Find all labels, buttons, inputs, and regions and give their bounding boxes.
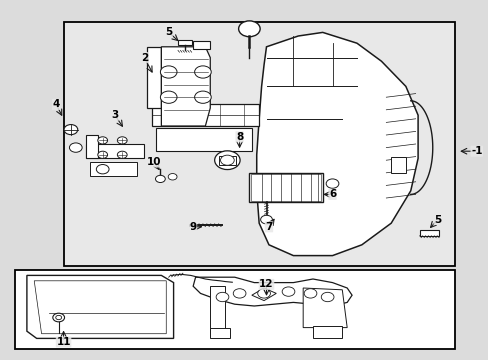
Circle shape	[194, 66, 211, 78]
Polygon shape	[256, 32, 417, 256]
Polygon shape	[312, 326, 342, 338]
Circle shape	[64, 125, 78, 135]
Bar	[419, 230, 438, 236]
Text: 2: 2	[141, 53, 147, 63]
Text: -1: -1	[470, 146, 482, 156]
Text: 5: 5	[165, 27, 172, 37]
Text: 7: 7	[264, 222, 272, 232]
Text: 4: 4	[52, 99, 60, 109]
Polygon shape	[251, 288, 276, 301]
Bar	[15, 270, 454, 349]
Bar	[85, 135, 98, 158]
Bar	[156, 128, 251, 151]
Text: 10: 10	[146, 157, 161, 167]
Text: 11: 11	[56, 337, 71, 347]
Bar	[390, 157, 405, 173]
Polygon shape	[303, 288, 346, 328]
Circle shape	[220, 155, 234, 165]
Circle shape	[321, 292, 333, 302]
Circle shape	[117, 151, 127, 158]
Text: 3: 3	[111, 110, 118, 120]
Circle shape	[98, 151, 107, 158]
Bar	[63, 22, 454, 266]
Polygon shape	[193, 277, 351, 306]
Polygon shape	[161, 47, 210, 126]
Polygon shape	[146, 47, 161, 108]
Circle shape	[155, 175, 165, 183]
Circle shape	[69, 143, 82, 152]
Circle shape	[56, 315, 61, 320]
Circle shape	[96, 165, 109, 174]
Circle shape	[117, 137, 127, 144]
Bar	[218, 156, 236, 165]
Circle shape	[238, 21, 260, 37]
Bar	[250, 174, 321, 201]
Circle shape	[160, 91, 177, 103]
Bar	[193, 41, 210, 49]
Polygon shape	[210, 328, 229, 338]
Circle shape	[214, 151, 240, 170]
Circle shape	[257, 289, 270, 298]
Bar	[177, 40, 192, 45]
Circle shape	[194, 91, 211, 103]
Circle shape	[168, 174, 177, 180]
Circle shape	[325, 179, 338, 188]
Polygon shape	[27, 275, 173, 338]
Circle shape	[216, 292, 228, 302]
Polygon shape	[151, 104, 259, 126]
Text: 9: 9	[189, 222, 196, 232]
Bar	[90, 162, 137, 176]
Text: 6: 6	[328, 189, 335, 199]
Bar	[249, 173, 322, 202]
Polygon shape	[210, 286, 224, 333]
Text: 8: 8	[236, 132, 243, 142]
Text: 12: 12	[259, 279, 273, 289]
Circle shape	[282, 287, 294, 296]
Circle shape	[233, 289, 245, 298]
Circle shape	[53, 313, 64, 322]
Circle shape	[260, 215, 272, 224]
Circle shape	[160, 66, 177, 78]
Polygon shape	[85, 144, 144, 158]
Text: 5: 5	[433, 215, 440, 225]
Circle shape	[98, 137, 107, 144]
Circle shape	[304, 289, 316, 298]
